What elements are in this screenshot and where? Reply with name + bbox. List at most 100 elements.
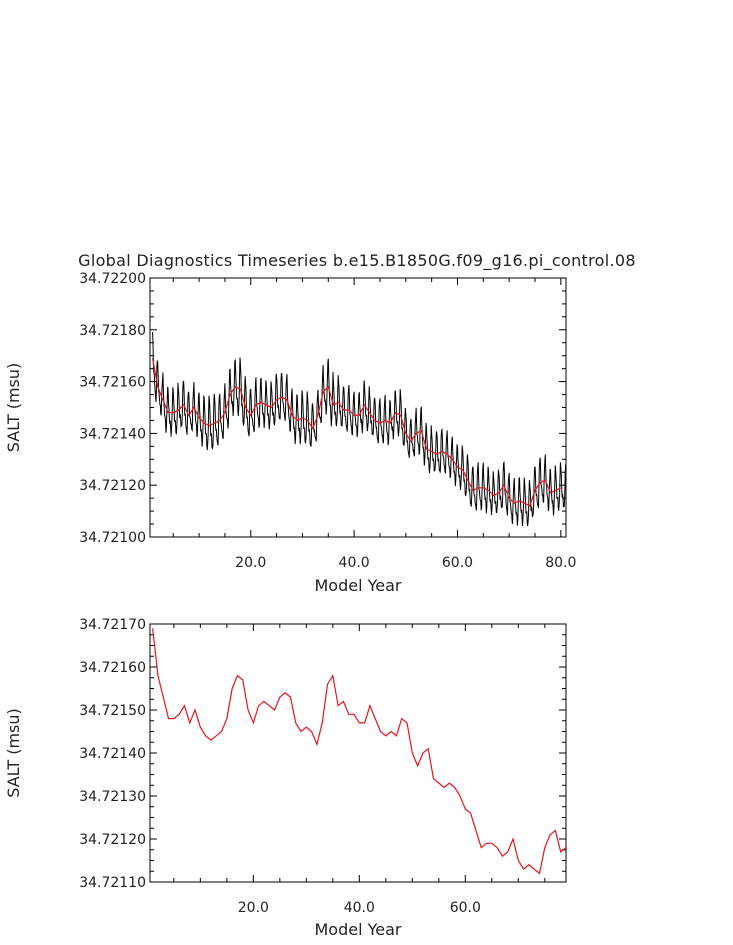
data-point <box>162 399 164 401</box>
data-point <box>273 709 275 711</box>
data-point <box>539 481 541 483</box>
data-point <box>260 401 262 403</box>
data-point <box>268 705 270 707</box>
data-point <box>451 458 453 460</box>
data-point <box>332 404 334 406</box>
data-point <box>275 399 277 401</box>
y-tick-label: 34.72140 <box>79 746 146 762</box>
data-point <box>210 739 212 741</box>
data-point <box>300 730 302 732</box>
data-point <box>224 411 226 413</box>
data-point <box>337 705 339 707</box>
data-point <box>554 829 556 831</box>
data-point <box>353 414 355 416</box>
data-point <box>236 674 238 676</box>
data-point <box>477 487 479 489</box>
data-point <box>379 422 381 424</box>
data-point <box>193 406 195 408</box>
data-point <box>491 842 493 844</box>
data-point <box>177 409 179 411</box>
data-point <box>415 432 417 434</box>
data-point <box>219 419 221 421</box>
data-point <box>503 484 505 486</box>
x-tick-label: 60.0 <box>450 900 481 916</box>
x-tick-label: 20.0 <box>235 555 266 571</box>
data-point <box>301 417 303 419</box>
data-point <box>538 872 540 874</box>
data-point <box>467 479 469 481</box>
data-point <box>321 722 323 724</box>
data-point <box>560 851 562 853</box>
data-point <box>446 453 448 455</box>
data-point <box>534 489 536 491</box>
data-point <box>151 627 153 629</box>
figure-title: Global Diagnostics Timeseries b.e15.B185… <box>78 251 636 271</box>
data-point <box>448 782 450 784</box>
x-tick-label: 60.0 <box>442 555 473 571</box>
y-tick-label: 34.72200 <box>79 271 146 287</box>
x-tick-label: 80.0 <box>545 555 576 571</box>
data-point <box>507 851 509 853</box>
data-point <box>151 357 153 359</box>
data-point <box>425 448 427 450</box>
data-point <box>441 450 443 452</box>
y-tick-label: 34.72160 <box>79 660 146 676</box>
x-tick-label: 20.0 <box>238 900 269 916</box>
x-tick-label: 40.0 <box>339 555 370 571</box>
data-point <box>487 489 489 491</box>
data-point <box>229 393 231 395</box>
data-point <box>492 494 494 496</box>
y-axis-label: SALT (msu) <box>4 708 23 798</box>
y-tick-label: 34.72150 <box>79 703 146 719</box>
data-point <box>485 842 487 844</box>
data-point <box>464 808 466 810</box>
data-point <box>368 411 370 413</box>
data-point <box>252 722 254 724</box>
y-tick-label: 34.72140 <box>79 426 146 442</box>
data-point <box>523 502 525 504</box>
y-tick-label: 34.72100 <box>79 530 146 546</box>
data-point <box>385 735 387 737</box>
data-point <box>410 440 412 442</box>
data-point <box>472 489 474 491</box>
data-point <box>162 696 164 698</box>
data-point <box>242 679 244 681</box>
data-point <box>327 386 329 388</box>
plot-frame <box>149 623 567 883</box>
data-point <box>239 388 241 390</box>
data-point <box>399 414 401 416</box>
data-point <box>182 404 184 406</box>
data-point <box>438 782 440 784</box>
data-point <box>528 864 530 866</box>
data-point <box>554 489 556 491</box>
data-point <box>454 786 456 788</box>
data-point <box>157 674 159 676</box>
y-tick-label: 34.72130 <box>79 789 146 805</box>
data-point <box>512 838 514 840</box>
data-point <box>343 409 345 411</box>
data-point <box>157 386 159 388</box>
data-point <box>208 424 210 426</box>
data-point <box>517 859 519 861</box>
data-point <box>436 453 438 455</box>
x-tick-label: 40.0 <box>344 900 375 916</box>
data-point <box>529 505 531 507</box>
data-point <box>348 409 350 411</box>
data-point <box>250 414 252 416</box>
data-point <box>549 834 551 836</box>
y-tick-label: 34.72120 <box>79 832 146 848</box>
data-point <box>443 786 445 788</box>
data-point <box>265 404 267 406</box>
data-point <box>544 846 546 848</box>
data-point <box>358 722 360 724</box>
data-point <box>496 846 498 848</box>
data-point <box>305 726 307 728</box>
data-point <box>291 414 293 416</box>
data-point <box>432 778 434 780</box>
data-point <box>198 417 200 419</box>
data-point <box>560 487 562 489</box>
data-point <box>389 422 391 424</box>
data-point <box>379 730 381 732</box>
data-point <box>189 722 191 724</box>
